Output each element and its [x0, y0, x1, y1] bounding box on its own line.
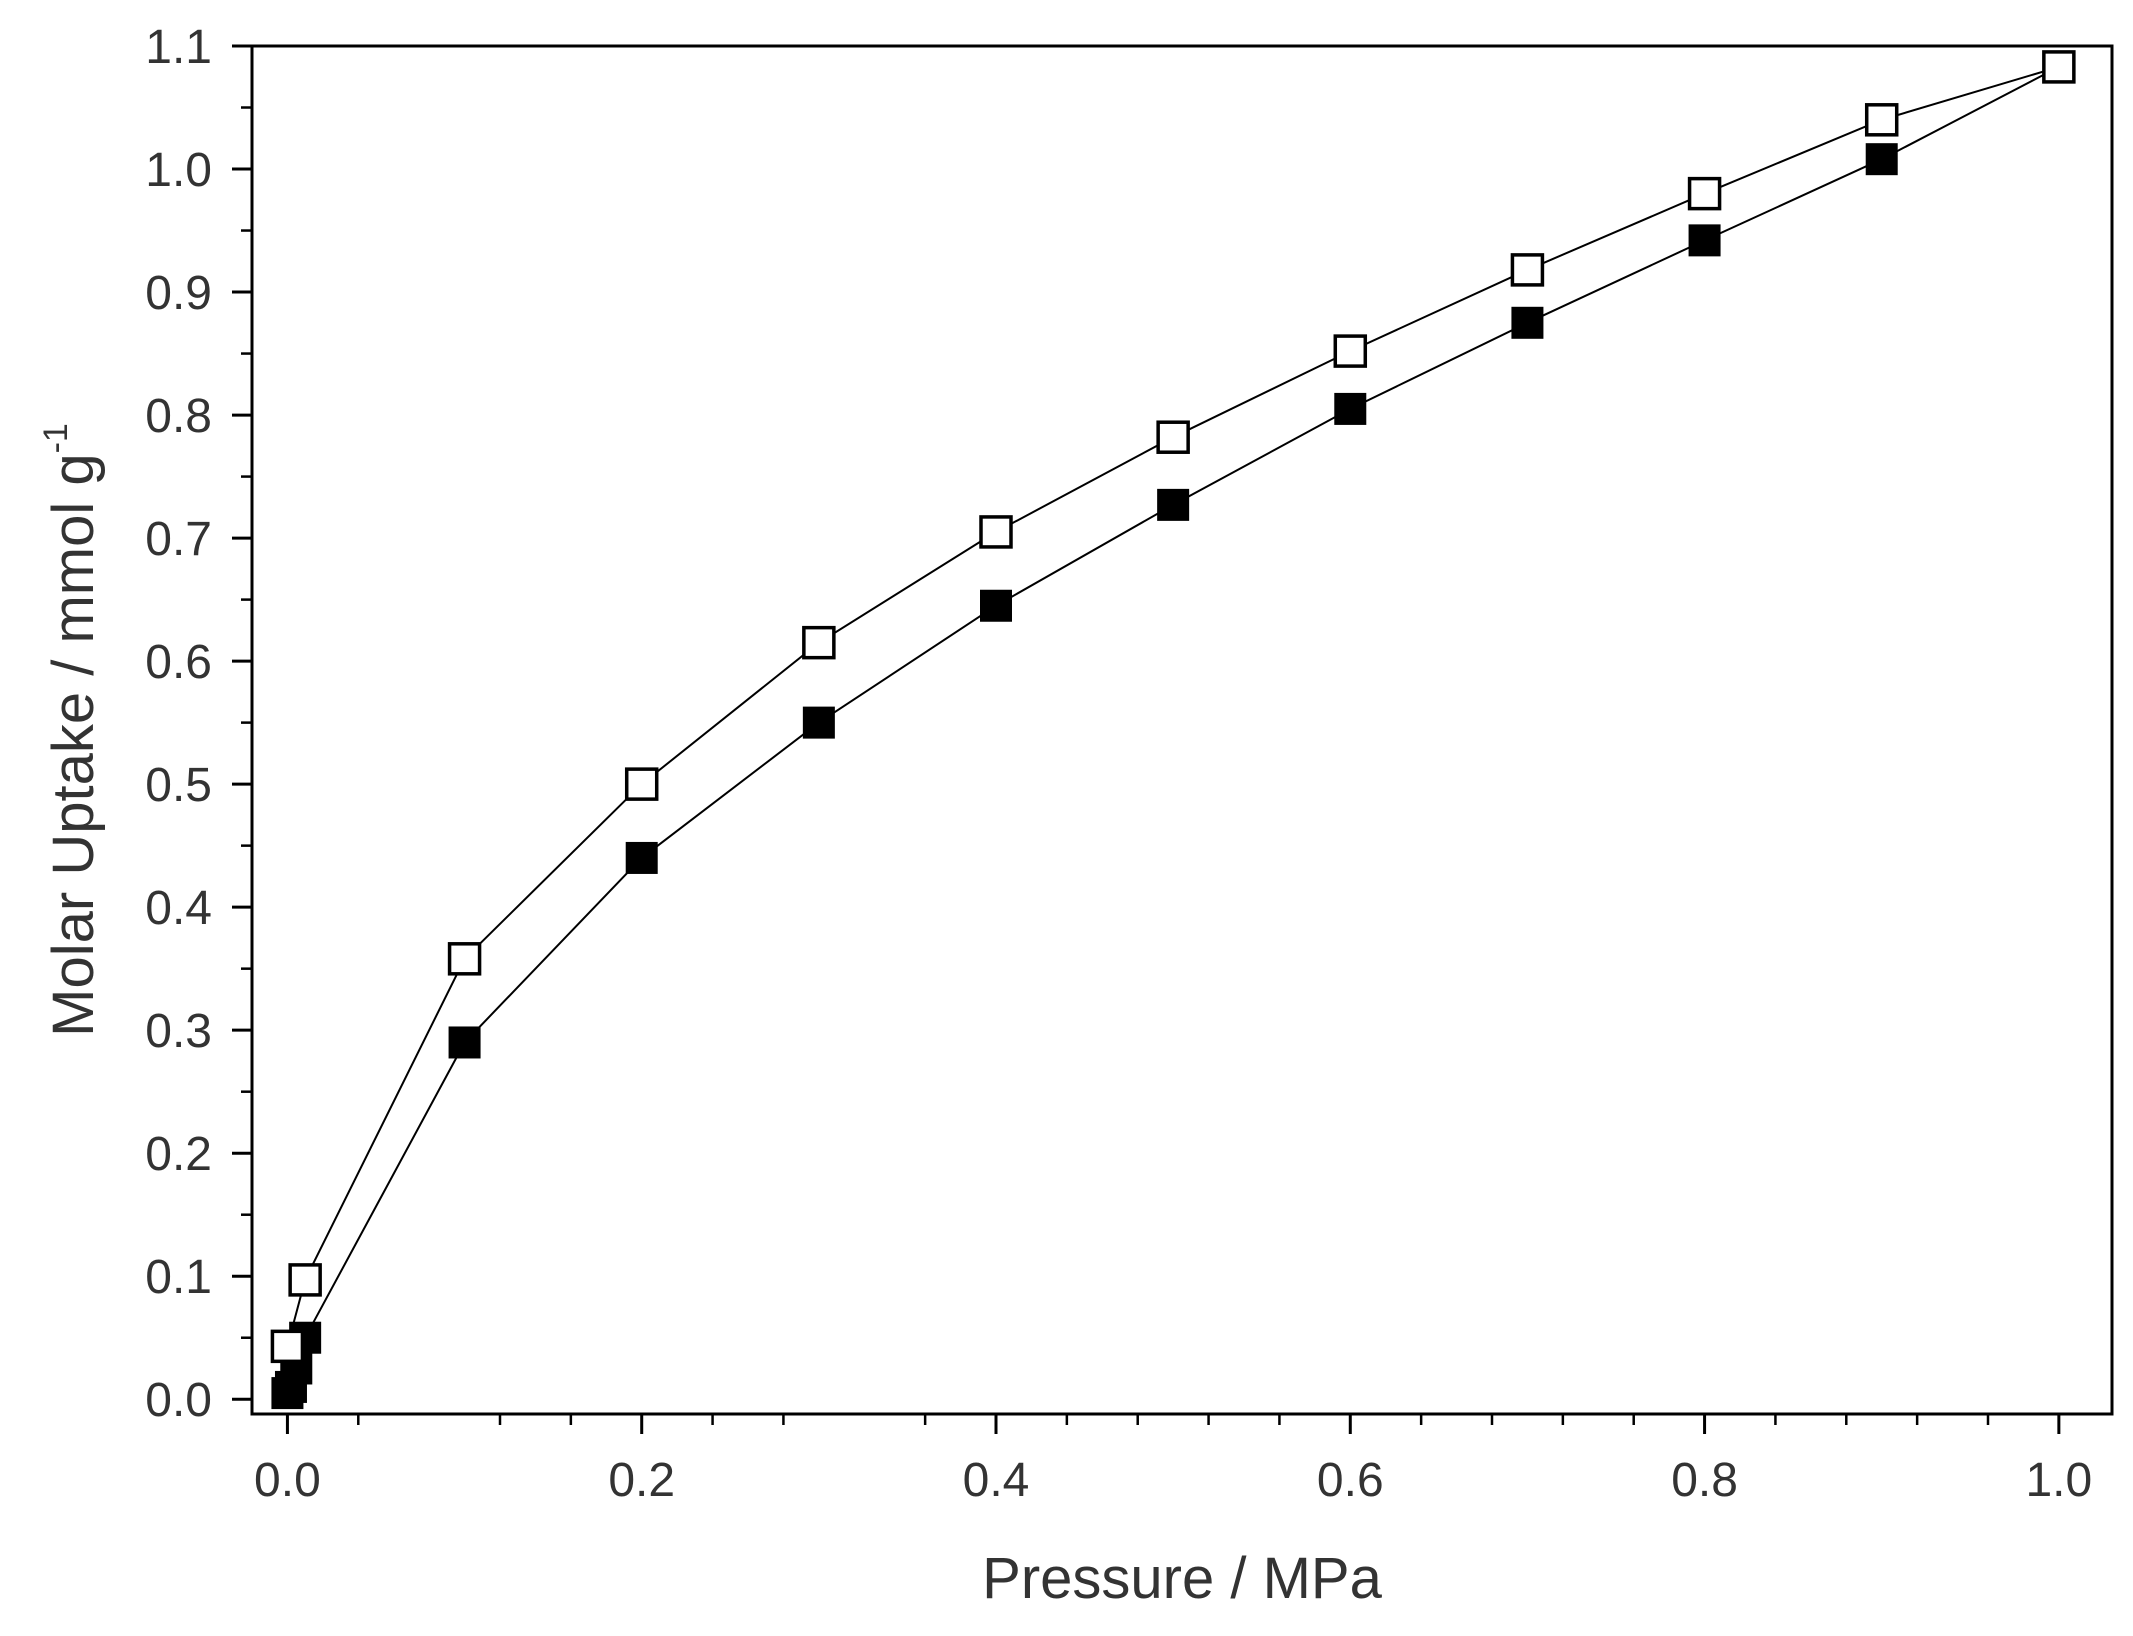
y-tick-label: 1.0	[145, 144, 212, 197]
y-axis-title-superscript: -1	[37, 423, 75, 453]
data-point-filled-square	[1688, 224, 1721, 257]
data-point-filled-square	[448, 1026, 481, 1059]
data-point-filled-square	[1865, 143, 1898, 176]
data-point-open-square	[979, 515, 1013, 549]
y-tick-label: 1.1	[145, 21, 212, 74]
data-point-open-square	[270, 1329, 305, 1364]
x-tick-label: 0.2	[608, 1454, 675, 1507]
data-point-filled-square	[1334, 392, 1367, 425]
data-point-open-square	[1864, 103, 1899, 137]
y-tick-label: 0.9	[145, 267, 212, 320]
y-axis-title-group: Molar Uptake / mmol g-1	[37, 423, 106, 1037]
x-axis-title: Pressure / MPa	[982, 1546, 1382, 1611]
data-point-open-square	[1333, 334, 1368, 368]
series-markers	[270, 50, 2076, 1410]
data-point-filled-square	[980, 589, 1012, 622]
y-tick-label: 0.8	[145, 390, 212, 443]
ticks-layer: 0.0 0.2 0.4 0.6 0.8 1.0 0.0 0.1 0.2 0.3 0.4 0.5 0.6 0…	[145, 21, 2092, 1507]
data-point-open-square	[2042, 50, 2076, 84]
data-point-filled-square	[1511, 306, 1544, 339]
data-point-filled-square	[1157, 488, 1190, 521]
data-point-filled-square	[625, 841, 658, 874]
plot-frame	[250, 44, 2114, 1416]
y-tick-label: 0.3	[145, 1005, 212, 1058]
y-tick-label: 0.0	[145, 1374, 212, 1427]
y-tick-label: 0.5	[145, 759, 212, 812]
data-point-open-square	[288, 1263, 322, 1297]
x-tick-label: 0.4	[963, 1454, 1030, 1507]
svg-text:Molar Uptake / mmol g-1: Molar Uptake / mmol g-1	[37, 423, 106, 1037]
data-point-open-square	[1687, 176, 1722, 211]
x-tick-label: 0.0	[254, 1454, 321, 1507]
x-tick-label: 0.6	[1317, 1454, 1384, 1507]
x-tick-label: 1.0	[2025, 1454, 2092, 1507]
y-tick-label: 0.6	[145, 636, 212, 689]
y-axis-title: Molar Uptake / mmol g	[41, 453, 106, 1036]
data-point-open-square	[802, 625, 836, 660]
data-point-open-square	[447, 942, 482, 976]
data-point-filled-square	[802, 706, 835, 739]
y-tick-label: 0.4	[145, 882, 212, 935]
y-tick-label: 0.1	[145, 1251, 212, 1304]
y-tick-label: 0.7	[145, 513, 212, 566]
y-tick-label: 0.2	[145, 1128, 212, 1181]
data-point-open-square	[1510, 253, 1545, 287]
data-point-open-square	[1156, 420, 1190, 454]
data-point-open-square	[624, 767, 659, 801]
x-tick-label: 0.8	[1671, 1454, 1738, 1507]
series-line-open-squares	[286, 65, 2060, 1347]
